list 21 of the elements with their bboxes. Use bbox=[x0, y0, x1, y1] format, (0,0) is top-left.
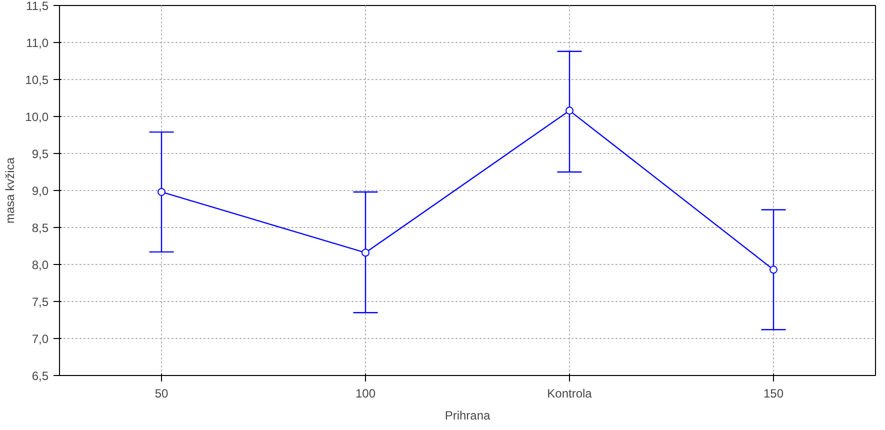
y-axis-title: masa kvžica bbox=[3, 157, 18, 224]
y-tick-label: 9,0 bbox=[32, 184, 49, 198]
y-tick-label: 10,5 bbox=[25, 73, 49, 87]
y-tick-label: 8,5 bbox=[32, 221, 49, 235]
point bbox=[158, 188, 166, 196]
y-tick-label: 7,0 bbox=[32, 332, 49, 346]
point bbox=[362, 248, 370, 257]
point bbox=[566, 106, 574, 115]
x-axis-title: Prihrana bbox=[444, 408, 491, 422]
y-tick-label: 8,0 bbox=[32, 258, 49, 272]
y-tick-label: 6,5 bbox=[32, 369, 49, 383]
y-tick-label: 11,5 bbox=[26, 0, 49, 13]
x-tick-label: 50 bbox=[154, 386, 168, 400]
y-tick-label: 9,5 bbox=[32, 147, 49, 161]
point bbox=[770, 266, 778, 274]
x-tick-label: 100 bbox=[355, 386, 376, 400]
x-tick-label: 150 bbox=[763, 386, 784, 400]
y-tick-label: 10,0 bbox=[25, 110, 49, 124]
y-tick-label: 7,5 bbox=[32, 295, 49, 309]
x-tick-label: Kontrola bbox=[547, 386, 592, 400]
y-tick-label: 11,0 bbox=[26, 36, 49, 50]
